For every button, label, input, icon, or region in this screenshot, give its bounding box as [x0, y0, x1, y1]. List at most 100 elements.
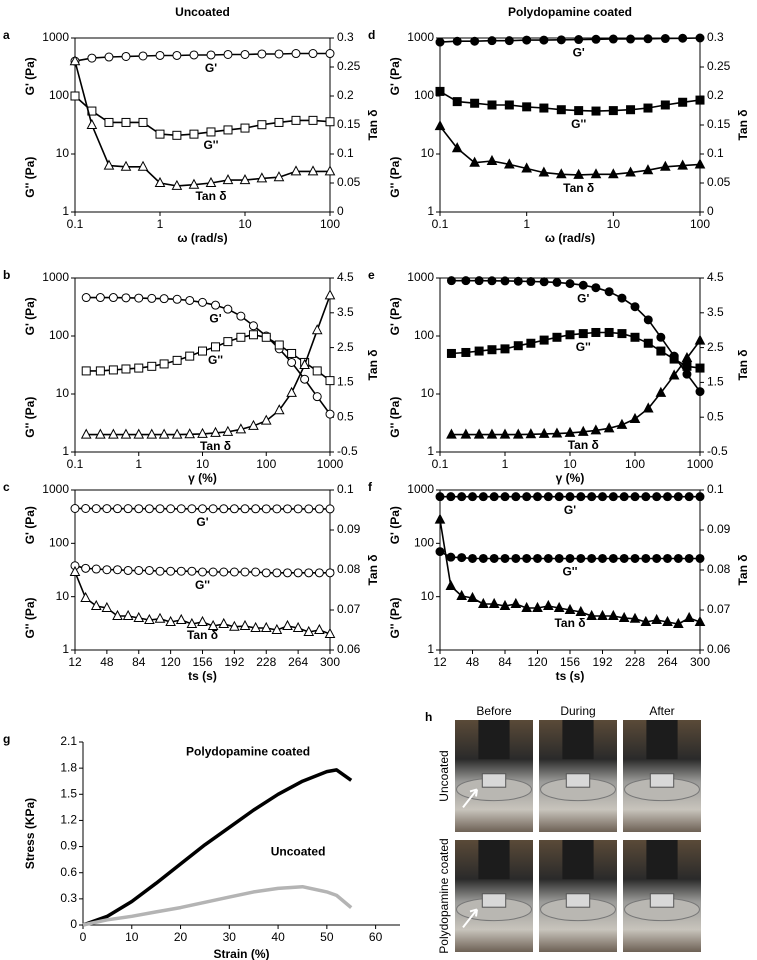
point — [312, 392, 322, 402]
point — [81, 503, 91, 513]
x-tick-label: 48 — [466, 655, 480, 669]
y2-tick-label: 0 — [707, 204, 714, 218]
y-axis-label: G'' (Pa) — [23, 157, 37, 198]
point — [211, 342, 221, 352]
point — [91, 504, 101, 514]
y-tick-label: 100 — [49, 536, 69, 550]
y2-tick-label: -0.5 — [707, 444, 728, 458]
point — [154, 612, 166, 623]
point — [80, 428, 92, 439]
point — [222, 425, 234, 436]
x-tick-label: 264 — [288, 655, 308, 669]
point — [120, 160, 132, 171]
point — [311, 324, 323, 335]
point — [526, 338, 536, 348]
point — [512, 428, 524, 439]
point — [663, 492, 672, 502]
point — [618, 611, 630, 622]
point — [643, 338, 653, 348]
y2-tick-label: 1.5 — [337, 375, 354, 389]
point — [325, 49, 335, 59]
point — [121, 364, 131, 374]
point — [642, 164, 654, 175]
point — [684, 553, 694, 563]
point — [261, 332, 271, 342]
point — [69, 565, 81, 576]
photo-fixture — [562, 720, 594, 760]
point — [240, 123, 250, 133]
point — [591, 34, 601, 44]
point — [473, 428, 485, 439]
point — [619, 553, 629, 563]
point — [616, 418, 628, 429]
point — [452, 97, 462, 107]
point — [80, 591, 91, 602]
point — [251, 504, 261, 514]
photo-fixture — [646, 720, 678, 760]
panel-label: e — [368, 268, 375, 282]
plot-frame — [439, 277, 701, 453]
panel-label: d — [368, 28, 375, 42]
point — [489, 553, 499, 563]
series-label: Uncoated — [271, 845, 326, 859]
y2-axis-label: Tan δ — [366, 109, 380, 140]
point — [144, 565, 154, 575]
point — [308, 49, 318, 59]
point — [240, 504, 250, 514]
point — [499, 599, 511, 610]
point — [604, 327, 614, 337]
point — [324, 289, 336, 300]
point — [603, 422, 615, 433]
point — [608, 106, 618, 116]
point — [461, 276, 471, 286]
y2-tick-label: 0 — [337, 204, 344, 218]
panel-label: f — [368, 480, 373, 494]
y2-tick-label: 0.25 — [707, 59, 731, 73]
point — [446, 492, 456, 502]
series-line — [439, 125, 701, 176]
series-label: G' — [564, 503, 576, 517]
series-label: G'' — [195, 578, 210, 592]
point — [521, 162, 532, 173]
series-label: G'' — [562, 565, 577, 579]
point — [95, 428, 106, 439]
point — [513, 276, 523, 286]
point — [261, 568, 271, 578]
photo-row-label: Uncoated — [437, 750, 451, 801]
x-tick-label: 60 — [369, 930, 383, 944]
point — [208, 567, 218, 577]
y-tick-label: 0.9 — [60, 839, 77, 853]
point — [626, 34, 636, 44]
point — [678, 33, 688, 43]
point — [185, 295, 195, 305]
series-label: Tan δ — [200, 439, 231, 453]
point — [176, 566, 186, 576]
point — [467, 591, 478, 602]
point — [175, 613, 187, 624]
point — [274, 117, 284, 127]
point — [325, 504, 335, 514]
point — [470, 98, 480, 108]
y-tick-label: 10 — [421, 386, 435, 400]
photo-column-label: Before — [476, 704, 512, 718]
point — [325, 568, 335, 578]
x-tick-label: 12 — [433, 655, 447, 669]
point — [239, 174, 251, 185]
point — [565, 279, 575, 289]
point — [619, 492, 629, 502]
point — [510, 597, 522, 608]
point — [662, 615, 673, 626]
x-tick-label: 10 — [196, 457, 210, 471]
point — [210, 426, 221, 437]
point — [556, 105, 566, 115]
point — [324, 627, 336, 638]
point — [554, 492, 564, 502]
x-tick-label: 1 — [157, 217, 164, 231]
point — [187, 566, 197, 576]
point — [134, 293, 144, 303]
y-tick-label: 1.2 — [60, 813, 77, 827]
point — [500, 553, 510, 563]
point — [478, 597, 489, 608]
point — [260, 414, 272, 425]
point — [504, 100, 514, 110]
